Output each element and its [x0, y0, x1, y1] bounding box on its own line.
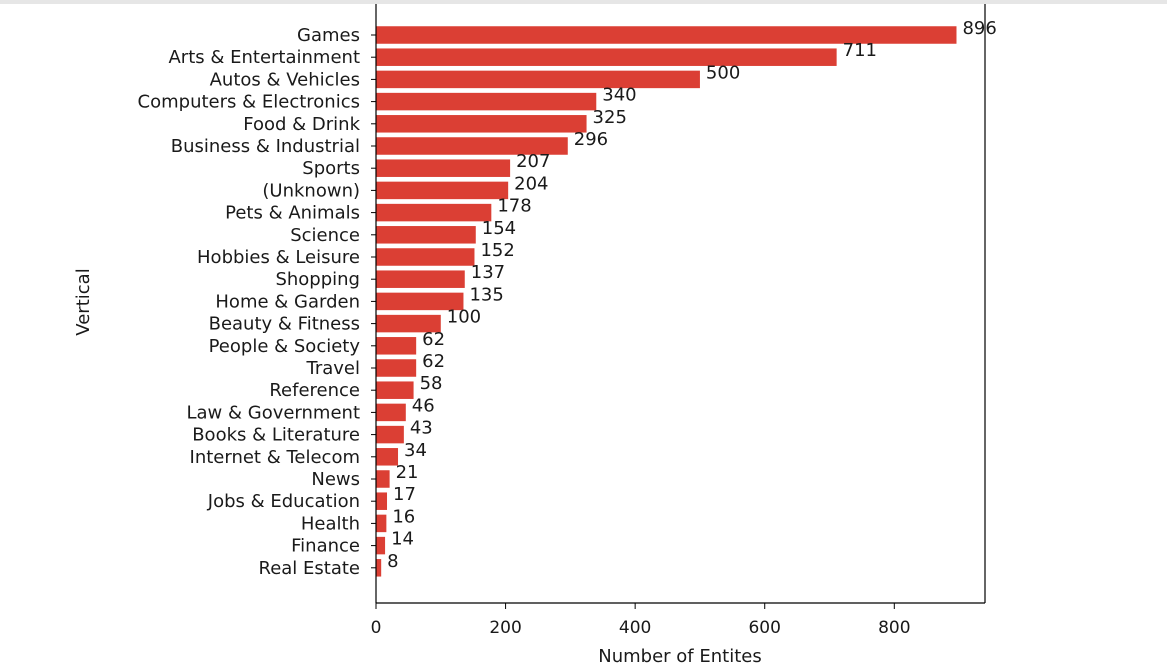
value-label-beauty-fitness: 100	[447, 307, 481, 328]
category-label-travel: Travel	[305, 358, 360, 379]
category-label-law-government: Law & Government	[186, 402, 360, 423]
x-tick-label-600: 600	[748, 618, 780, 638]
x-tick-label-400: 400	[619, 618, 651, 638]
category-label-sports: Sports	[302, 158, 360, 179]
category-label-shopping: Shopping	[275, 269, 360, 290]
bar-shopping	[376, 270, 465, 288]
category-label-reference: Reference	[269, 380, 360, 401]
category-label-books-literature: Books & Literature	[192, 425, 360, 446]
value-label-health: 16	[392, 506, 415, 527]
value-label-pets-animals: 178	[497, 196, 531, 217]
bar-unknown	[376, 181, 509, 200]
category-label-unknown: (Unknown)	[262, 180, 360, 201]
category-label-food-drink: Food & Drink	[243, 114, 360, 135]
x-tick-label-200: 200	[489, 618, 521, 638]
category-label-news: News	[311, 469, 360, 490]
bar-books-literature	[376, 425, 404, 444]
category-label-internet-telecom: Internet & Telecom	[190, 447, 360, 468]
bar-finance	[376, 536, 386, 555]
x-tick-label-800: 800	[878, 618, 910, 638]
category-label-jobs-education: Jobs & Education	[207, 491, 360, 512]
bar-reference	[376, 381, 414, 399]
value-label-real-estate: 8	[387, 551, 398, 572]
bar-computers-electronics	[376, 92, 597, 111]
bar-jobs-education	[376, 492, 388, 510]
value-label-food-drink: 325	[593, 107, 627, 128]
bar-law-government	[376, 403, 406, 422]
bar-real-estate	[376, 559, 382, 577]
axes-layer: 0 200 400 600 800	[371, 4, 986, 638]
bar-business-industrial	[376, 137, 568, 155]
value-label-people-society: 62	[422, 329, 445, 350]
value-label-law-government: 46	[412, 395, 435, 416]
labels-layer: 896 Games 711 Arts & Entertainment 500 Autos …	[138, 18, 997, 579]
x-tick-label-0: 0	[371, 618, 382, 638]
y-axis-title: Vertical	[73, 268, 94, 335]
category-label-people-society: People & Society	[209, 336, 361, 357]
bar-travel	[376, 359, 417, 377]
category-label-arts-entertainment: Arts & Entertainment	[168, 47, 360, 68]
bar-pets-animals	[376, 203, 492, 222]
category-label-real-estate: Real Estate	[259, 558, 361, 579]
bar-sports	[376, 159, 511, 177]
bar-health	[376, 514, 387, 533]
value-label-science: 154	[482, 218, 516, 239]
value-label-autos-vehicles: 500	[706, 62, 740, 83]
value-label-internet-telecom: 34	[404, 440, 427, 461]
value-label-shopping: 137	[471, 262, 505, 283]
category-label-beauty-fitness: Beauty & Fitness	[209, 314, 360, 335]
category-label-health: Health	[301, 513, 360, 534]
value-label-travel: 62	[422, 351, 445, 372]
category-label-home-garden: Home & Garden	[215, 291, 360, 312]
bar-home-garden	[376, 292, 464, 311]
value-label-jobs-education: 17	[393, 484, 416, 505]
category-label-autos-vehicles: Autos & Vehicles	[210, 69, 360, 90]
bar-autos-vehicles	[376, 70, 700, 89]
bar-arts-entertainment	[376, 48, 837, 66]
value-label-unknown: 204	[514, 173, 548, 194]
value-label-reference: 58	[420, 373, 443, 394]
value-label-news: 21	[396, 462, 419, 483]
value-label-finance: 14	[391, 529, 414, 550]
value-label-sports: 207	[516, 151, 550, 172]
category-label-pets-animals: Pets & Animals	[225, 203, 360, 224]
value-label-arts-entertainment: 711	[843, 40, 877, 61]
category-label-science: Science	[290, 225, 360, 246]
bar-food-drink	[376, 115, 587, 133]
bar-people-society	[376, 337, 417, 355]
category-label-computers-electronics: Computers & Electronics	[138, 92, 360, 113]
value-label-books-literature: 43	[410, 418, 433, 439]
bar-internet-telecom	[376, 448, 399, 466]
value-label-home-garden: 135	[469, 284, 503, 305]
bars-layer	[376, 26, 957, 577]
bar-games	[376, 26, 957, 44]
category-label-games: Games	[297, 25, 360, 46]
bar-science	[376, 226, 476, 244]
window-top-border	[0, 0, 1167, 4]
bar-beauty-fitness	[376, 314, 441, 333]
value-label-hobbies-leisure: 152	[480, 240, 514, 261]
category-label-business-industrial: Business & Industrial	[171, 136, 360, 157]
value-label-games: 896	[962, 18, 996, 39]
bar-news	[376, 470, 390, 488]
value-label-business-industrial: 296	[574, 129, 608, 150]
value-label-computers-electronics: 340	[602, 85, 636, 106]
x-axis-title: Number of Entites	[598, 646, 761, 667]
category-label-finance: Finance	[291, 536, 360, 557]
category-label-hobbies-leisure: Hobbies & Leisure	[197, 247, 360, 268]
bar-hobbies-leisure	[376, 248, 475, 266]
